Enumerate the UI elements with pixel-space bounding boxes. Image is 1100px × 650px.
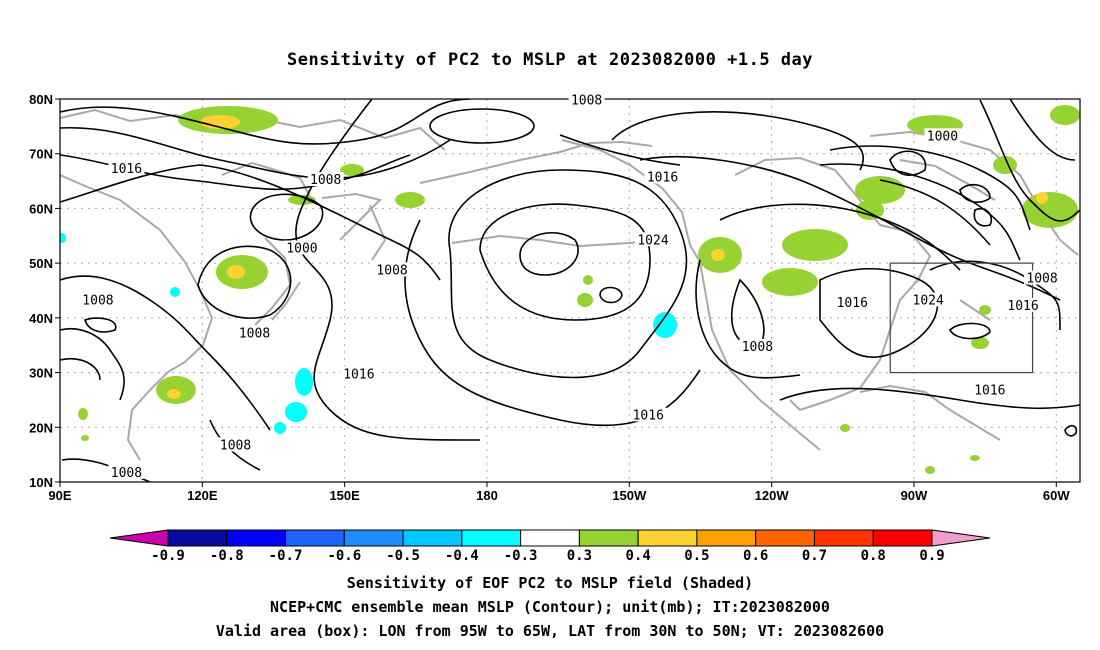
coastlines [60,108,1079,461]
colorbar-label: -0.9 [151,548,185,564]
contour-label-bg [739,338,776,353]
lat-tick-label: 20N [29,420,53,435]
contour-label-bg [1005,297,1042,312]
colorbar-segment [167,529,228,547]
contour-label: 1008 [82,293,113,308]
contour-label-bg [236,325,273,340]
caption-line-2: NCEP+CMC ensemble mean MSLP (Contour); u… [270,598,830,616]
contour-label: 1008 [239,326,270,341]
contour-label-bg [971,382,1008,397]
lat-tick-label: 40N [29,311,53,326]
colorbar-segment [813,529,874,547]
contour-label-bg [217,437,254,452]
colorbar-low-arrow [109,529,169,547]
colorbar-label: 0.7 [802,548,827,564]
lon-tick-label: 120E [187,488,218,503]
colorbar-label: 0.3 [567,548,592,564]
colorbar-segment [755,529,815,547]
lat-tick-label: 10N [29,475,53,490]
colorbar-segment [520,529,580,547]
contour-label-bg [568,92,605,107]
contour-label-bg [340,366,377,381]
contour-label: 1008 [742,340,773,355]
contour-label: 1008 [111,466,142,481]
colorbar-label: 0.4 [626,548,651,564]
colorbar-segment [578,529,639,547]
contour-label: 1008 [376,263,407,278]
caption-line-1: Sensitivity of EOF PC2 to MSLP field (Sh… [346,574,754,592]
colorbar-label: -0.7 [269,548,303,564]
lon-tick-label: 90W [901,488,928,503]
contour-label: 1008 [1026,272,1057,287]
colorbar-segment [226,529,287,547]
colorbar-label: 0.9 [919,548,944,564]
colorbar-label: -0.5 [386,548,420,564]
colorbar-segment [343,529,404,547]
lat-tick-label: 50N [29,256,53,271]
contour-labels: 1008 1000 1016 1008 1016 1024 1000 1008 1008 1008… [79,92,1061,481]
colorbar-label: 0.5 [684,548,709,564]
colorbar-label: -0.8 [210,548,244,564]
contour-label-bg [910,292,947,307]
lat-tick-label: 60N [29,201,53,216]
shaded-sensitivity [60,105,1080,474]
contour-label: 1016 [837,296,868,311]
lat-tick-label: 70N [29,147,53,162]
colorbar-label: -0.6 [327,548,361,564]
contour-label: 1008 [310,173,341,188]
colorbar-segment [461,529,522,547]
colorbar-label: -0.4 [445,548,479,564]
contour-label: 1000 [286,241,317,256]
contour-label-bg [630,407,667,422]
contour-label-bg [283,240,320,255]
contour-label: 1024 [913,293,944,308]
lat-tick-label: 30N [29,366,53,381]
contour-label: 1016 [111,162,142,177]
contour-label: 1016 [343,367,374,382]
contour-label-bg [834,295,871,310]
contour-label: 1008 [571,94,602,109]
colorbar-label: 0.8 [861,548,886,564]
valid-area-box [889,262,1034,374]
lon-tick-label: 150W [612,488,647,503]
contour-label-bg [644,169,681,184]
lon-tick-label: 120W [755,488,790,503]
contour-label: 1016 [633,408,664,423]
plot-title: Sensitivity of PC2 to MSLP at 2023082000… [286,50,813,70]
lat-tick-label: 80N [29,92,53,107]
caption-line-3: Valid area (box): LON from 95W to 65W, L… [215,622,885,640]
lon-tick-label: 150E [329,488,360,503]
colorbar-segment [402,529,463,547]
contour-label: 1016 [974,384,1005,399]
contour-label-bg [79,292,116,307]
contour-label-bg [374,262,411,277]
mslp-contours [60,99,1080,482]
lon-tick-label: 90E [48,488,71,503]
colorbar-segment [872,529,933,547]
colorbar-label: -0.3 [504,548,538,564]
map-frame-bg [60,99,1080,482]
colorbar-segment [285,529,345,547]
contour-label-bg [635,232,672,247]
contour-label: 1024 [637,233,668,248]
contour-label: 1008 [220,438,251,453]
contour-label-bg [1024,270,1061,285]
contour-label-bg [108,161,145,176]
contour-label-bg [924,128,961,143]
colorbar-segment [696,529,757,547]
lon-tick-label: 180 [476,488,498,503]
contour-label-bg [307,172,344,187]
lon-tick-label: 60W [1043,488,1070,503]
contour-label: 1016 [1007,299,1038,314]
colorbar-label: 0.6 [743,548,768,564]
colorbar-high-arrow [931,529,991,547]
contour-label: 1000 [927,129,958,144]
contour-label-bg [108,464,145,479]
colorbar-segment [637,529,698,547]
colorbar: -0.9 -0.8 -0.7 -0.6 -0.5 -0.4 -0.3 0.3 0.4 0.5 0.6… [109,529,991,564]
contour-label: 1016 [647,170,678,185]
